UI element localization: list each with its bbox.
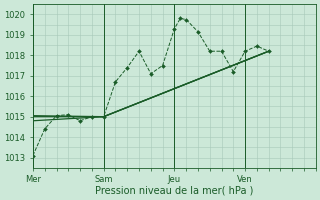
X-axis label: Pression niveau de la mer( hPa ): Pression niveau de la mer( hPa ) <box>95 186 253 196</box>
